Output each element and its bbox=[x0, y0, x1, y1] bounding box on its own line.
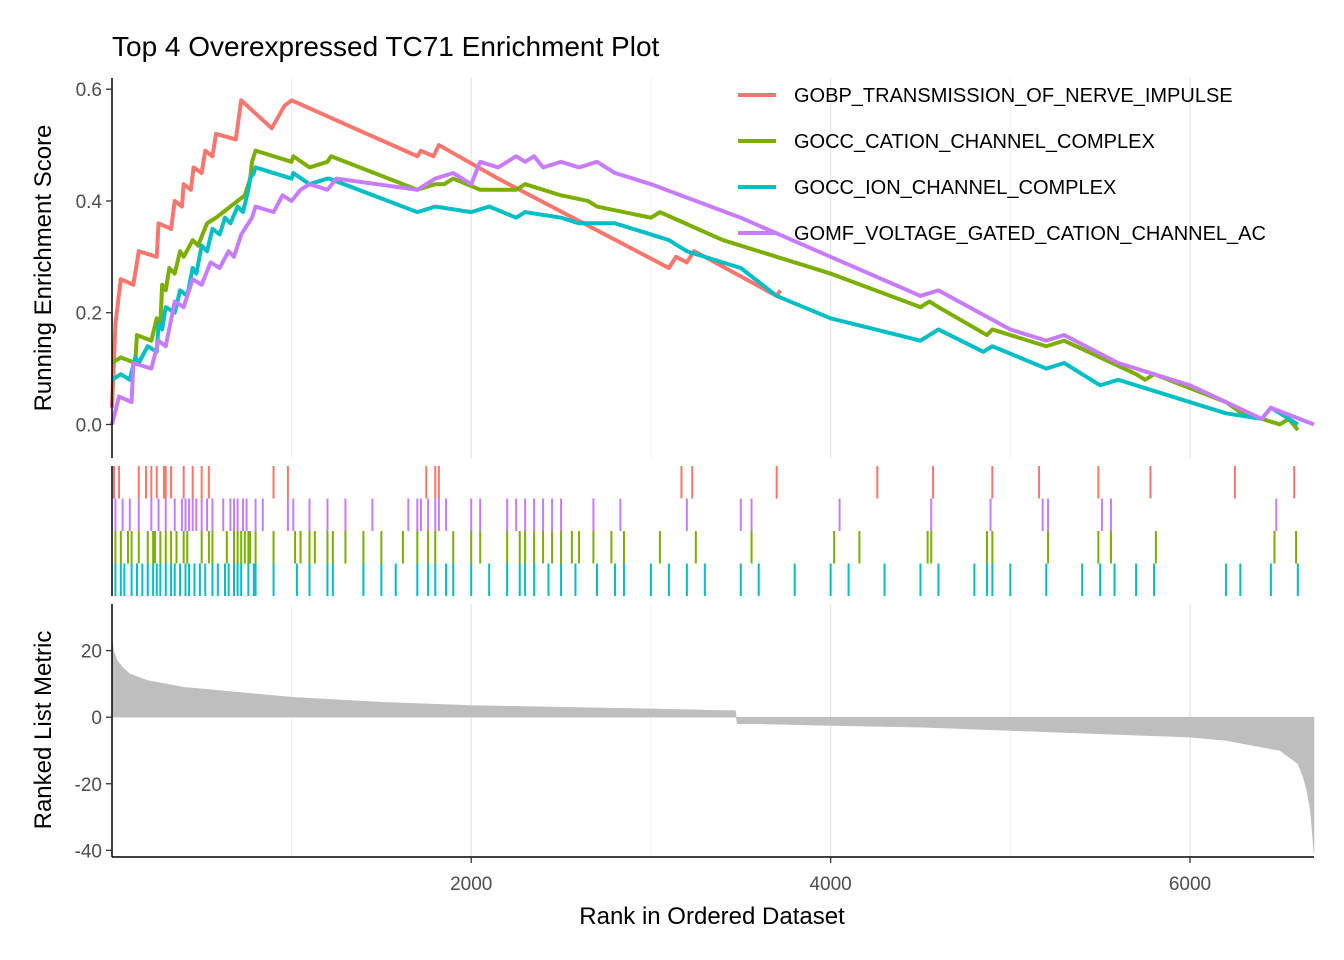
tick-labels: 0.0 0.2 0.4 0.6 20 0 -20 -40 2000 4000 6000 bbox=[75, 80, 1212, 895]
series-line bbox=[110, 154, 1315, 427]
y-tick-label-top: 0.2 bbox=[76, 304, 102, 325]
y-axis-label-bottom: Ranked List Metric bbox=[30, 631, 57, 830]
legend-label: GOCC_ION_CHANNEL_COMPLEX bbox=[794, 177, 1116, 199]
x-tick-label: 2000 bbox=[450, 874, 492, 895]
legend-label: GOCC_CATION_CHANNEL_COMPLEX bbox=[794, 131, 1155, 153]
enrichment-lines bbox=[110, 98, 1315, 432]
metric-area bbox=[111, 637, 1315, 854]
y-axis-label-top: Running Enrichment Score bbox=[30, 125, 57, 412]
ranked-metric-area bbox=[111, 637, 1315, 854]
y-tick-label-top: 0.0 bbox=[76, 415, 102, 436]
y-tick-label-top: 0.4 bbox=[76, 192, 103, 213]
series-line bbox=[110, 98, 782, 408]
y-tick-label-top: 0.6 bbox=[76, 80, 102, 101]
series-line bbox=[110, 148, 1300, 432]
axes bbox=[106, 78, 1314, 863]
legend-label: GOBP_TRANSMISSION_OF_NERVE_IMPULSE bbox=[794, 85, 1233, 107]
x-tick-label: 4000 bbox=[809, 874, 851, 895]
legend-label: GOMF_VOLTAGE_GATED_CATION_CHANNEL_AC bbox=[794, 223, 1266, 245]
hit-marks bbox=[112, 466, 1299, 596]
x-tick-label: 6000 bbox=[1169, 874, 1211, 895]
y-tick-label-bottom: 20 bbox=[81, 642, 102, 663]
y-tick-label-bottom: 0 bbox=[91, 708, 102, 729]
y-tick-label-bottom: -40 bbox=[75, 841, 102, 862]
legend: GOBP_TRANSMISSION_OF_NERVE_IMPULSE GOCC_C… bbox=[738, 85, 1266, 245]
x-axis-label: Rank in Ordered Dataset bbox=[579, 903, 845, 930]
y-tick-label-bottom: -20 bbox=[75, 775, 102, 796]
grid-layer bbox=[291, 78, 1191, 857]
chart-title: Top 4 Overexpressed TC71 Enrichment Plot bbox=[112, 31, 660, 62]
